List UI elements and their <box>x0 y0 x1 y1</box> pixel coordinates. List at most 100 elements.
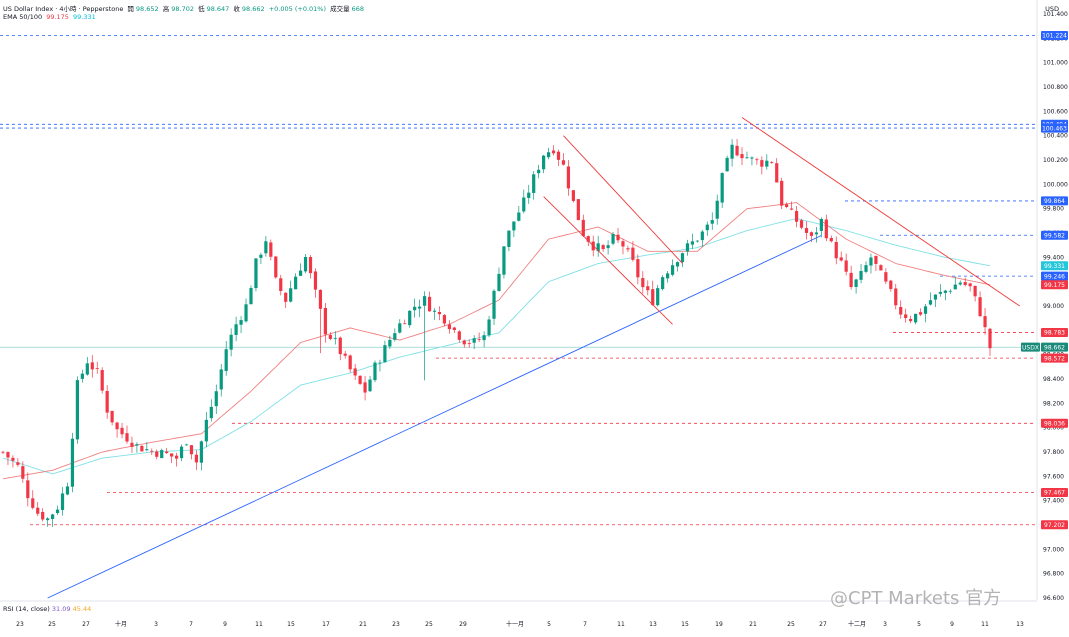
candle-body <box>140 445 144 452</box>
candle-body <box>928 300 933 305</box>
candle-body <box>105 390 109 413</box>
candle-body <box>363 382 367 393</box>
candle-body <box>978 297 982 317</box>
candle-body <box>413 306 417 311</box>
candle-body <box>943 290 947 293</box>
candle-body <box>527 192 531 198</box>
x-tick-label: 15 <box>681 621 689 628</box>
candle-body <box>953 284 957 290</box>
x-tick-label: 5 <box>547 621 551 628</box>
ema100-value: 99.331 <box>73 13 96 21</box>
candle-body <box>685 243 690 252</box>
candle-body <box>388 339 392 347</box>
candle-body <box>914 313 918 323</box>
candle-body <box>616 234 620 241</box>
candle-body <box>730 144 734 159</box>
candle-body <box>765 160 769 167</box>
y-tick-label: 97.800 <box>1043 449 1064 456</box>
candle-body <box>596 243 600 252</box>
x-tick-label: 十二月 <box>848 620 866 628</box>
candle-body <box>274 256 278 278</box>
candle-body <box>958 282 962 285</box>
candle-body <box>41 511 45 520</box>
ema-legend: EMA 50/100 99.175 99.331 <box>3 13 98 21</box>
candle-body <box>1 451 5 453</box>
candle-body <box>229 334 233 350</box>
candle-body <box>199 441 203 463</box>
candle-body <box>963 282 967 286</box>
x-tick-label: 5 <box>917 621 921 628</box>
price-level-tag <box>1041 196 1068 206</box>
candle-body <box>601 245 605 250</box>
price-level-value: 98.572 <box>1044 355 1065 362</box>
price-level-value: 99.582 <box>1044 232 1065 239</box>
candle-body <box>358 375 362 384</box>
candle-body <box>581 219 585 237</box>
candle-body <box>6 452 10 458</box>
rsi-label[interactable]: RSI (14, close) <box>3 605 50 613</box>
x-tick-label: 17 <box>322 621 330 628</box>
low-value: 98.647 <box>206 5 230 13</box>
candle-body <box>551 150 556 154</box>
candle-body <box>651 289 655 305</box>
candle-body <box>780 180 784 206</box>
candle-body <box>422 296 427 306</box>
y-tick-label: 100.400 <box>1043 133 1068 140</box>
price-level-value: 98.783 <box>1044 330 1065 337</box>
candle-body <box>487 319 491 336</box>
candle-body <box>36 507 40 514</box>
price-level-value: 98.662 <box>1044 344 1065 351</box>
candle-body <box>179 446 184 459</box>
candle-body <box>50 514 55 519</box>
candle-body <box>720 173 724 203</box>
trendline <box>563 135 683 264</box>
price-level-value: 99.864 <box>1044 198 1065 205</box>
price-level-tag <box>1041 418 1068 428</box>
price-level-value: 97.202 <box>1044 522 1065 529</box>
y-tick-label: 99.400 <box>1043 254 1064 261</box>
candle-body <box>507 230 511 247</box>
ema-label[interactable]: EMA 50/100 <box>3 13 43 21</box>
candle-body <box>606 245 610 249</box>
volume-value: 668 <box>351 5 365 13</box>
candle-body <box>323 307 327 335</box>
candle-body <box>666 273 670 279</box>
close-label: 收 <box>233 5 240 13</box>
candle-body <box>874 255 878 264</box>
candle-body <box>279 278 283 292</box>
candle-body <box>21 466 25 479</box>
candle-body <box>294 276 298 290</box>
candle-body <box>398 323 402 333</box>
candle-body <box>849 272 853 288</box>
x-tick-label: 25 <box>787 621 795 628</box>
x-tick-label: 十一月 <box>506 620 524 628</box>
candle-body <box>214 391 218 407</box>
candle-body <box>839 257 843 261</box>
high-label: 高 <box>162 5 170 13</box>
price-level-tag <box>1041 488 1068 498</box>
symbol-price-tag <box>1021 342 1040 352</box>
x-tick-label: 3 <box>883 621 887 628</box>
x-tick-label: 十月 <box>115 620 127 628</box>
price-level-tag <box>1041 353 1068 363</box>
candle-body <box>834 241 838 259</box>
candle-body <box>641 278 645 288</box>
x-tick-label: 21 <box>359 621 367 628</box>
candle-body <box>661 277 665 290</box>
price-level-value: 99.175 <box>1044 282 1065 289</box>
candle-body <box>155 451 159 457</box>
y-tick-label: 100.800 <box>1043 84 1068 91</box>
candle-body <box>16 462 20 465</box>
candle-body <box>819 218 823 231</box>
candle-body <box>189 445 194 455</box>
candle-body <box>150 450 154 452</box>
candle-body <box>889 280 893 289</box>
candle-body <box>988 328 992 349</box>
candle-body <box>249 288 253 305</box>
candle-body <box>566 166 571 189</box>
candle-body <box>899 306 903 315</box>
x-tick-label: 23 <box>16 621 24 628</box>
symbol-title[interactable]: US Dollar Index · 4小時 · Pepperstone <box>3 5 124 13</box>
